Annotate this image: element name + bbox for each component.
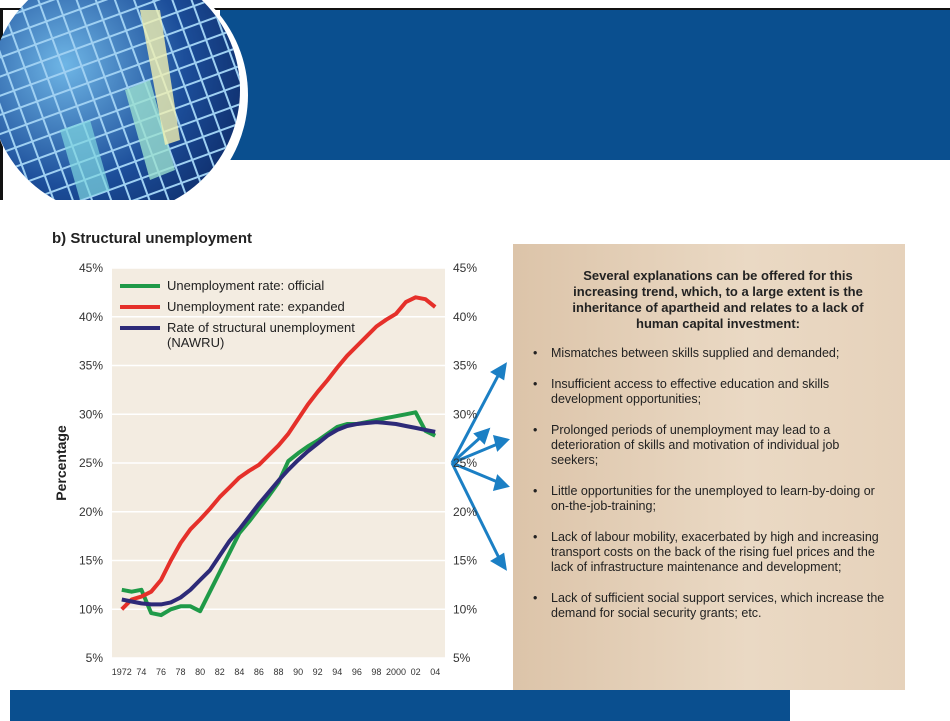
y2-tick-label: 35% bbox=[453, 359, 477, 373]
legend-label: Unemployment rate: expanded bbox=[167, 299, 345, 314]
x-tick-label: 74 bbox=[136, 667, 146, 677]
series-line bbox=[121, 420, 436, 607]
x-tick-label: 90 bbox=[293, 667, 303, 677]
x-tick-label: 78 bbox=[176, 667, 186, 677]
chart-title: b) Structural unemployment bbox=[52, 230, 252, 247]
x-tick-label: 88 bbox=[273, 667, 283, 677]
explanation-item: Insufficient access to effective educati… bbox=[531, 377, 889, 407]
arrows bbox=[450, 362, 510, 571]
x-tick-label: 80 bbox=[195, 667, 205, 677]
x-tick-label: 98 bbox=[371, 667, 381, 677]
x-tick-label: 1972 bbox=[112, 667, 132, 677]
y2-tick-label: 45% bbox=[453, 261, 477, 275]
x-tick-label: 76 bbox=[156, 667, 166, 677]
y-tick-label: 5% bbox=[86, 651, 104, 665]
explanation-item: Lack of sufficient social support servic… bbox=[531, 591, 889, 621]
legend-label: Unemployment rate: official bbox=[167, 278, 325, 293]
header-band bbox=[220, 10, 950, 160]
x-tick-label: 92 bbox=[313, 667, 323, 677]
y2-tick-label: 20% bbox=[453, 505, 477, 519]
x-tick-label: 94 bbox=[332, 667, 342, 677]
explanation-box: Several explanations can be offered for … bbox=[513, 244, 905, 690]
y2-tick-label: 5% bbox=[453, 651, 471, 665]
footer-band bbox=[10, 690, 790, 721]
series-line bbox=[120, 295, 437, 611]
x-tick-label: 82 bbox=[215, 667, 225, 677]
explanation-heading: Several explanations can be offered for … bbox=[572, 268, 864, 331]
explanation-item: Little opportunities for the unemployed … bbox=[531, 484, 889, 514]
explanation-item: Lack of labour mobility, exacerbated by … bbox=[531, 530, 889, 575]
explanation-list: Mismatches between skills supplied and d… bbox=[531, 346, 889, 621]
y-tick-label: 15% bbox=[79, 554, 103, 568]
x-tick-label: 96 bbox=[352, 667, 362, 677]
y-axis-label: Percentage bbox=[53, 425, 69, 501]
y-tick-label: 45% bbox=[79, 261, 103, 275]
y2-tick-label: 30% bbox=[453, 407, 477, 421]
y2-tick-label: 40% bbox=[453, 310, 477, 324]
y2-tick-label: 10% bbox=[453, 602, 477, 616]
x-tick-label: 04 bbox=[430, 667, 440, 677]
y-tick-label: 40% bbox=[79, 310, 103, 324]
y-tick-label: 20% bbox=[79, 505, 103, 519]
y-tick-label: 30% bbox=[79, 407, 103, 421]
y2-tick-label: 25% bbox=[453, 456, 477, 470]
y-tick-label: 10% bbox=[79, 602, 103, 616]
y-tick-label: 35% bbox=[79, 359, 103, 373]
x-tick-label: 84 bbox=[234, 667, 244, 677]
y2-tick-label: 15% bbox=[453, 554, 477, 568]
x-tick-label: 2000 bbox=[386, 667, 406, 677]
explanation-item: Prolonged periods of unemployment may le… bbox=[531, 423, 889, 468]
y-tick-label: 25% bbox=[79, 456, 103, 470]
legend-label: Rate of structural unemployment (NAWRU) bbox=[167, 320, 355, 350]
x-tick-label: 02 bbox=[411, 667, 421, 677]
x-tick-label: 86 bbox=[254, 667, 264, 677]
explanation-item: Mismatches between skills supplied and d… bbox=[531, 346, 889, 361]
